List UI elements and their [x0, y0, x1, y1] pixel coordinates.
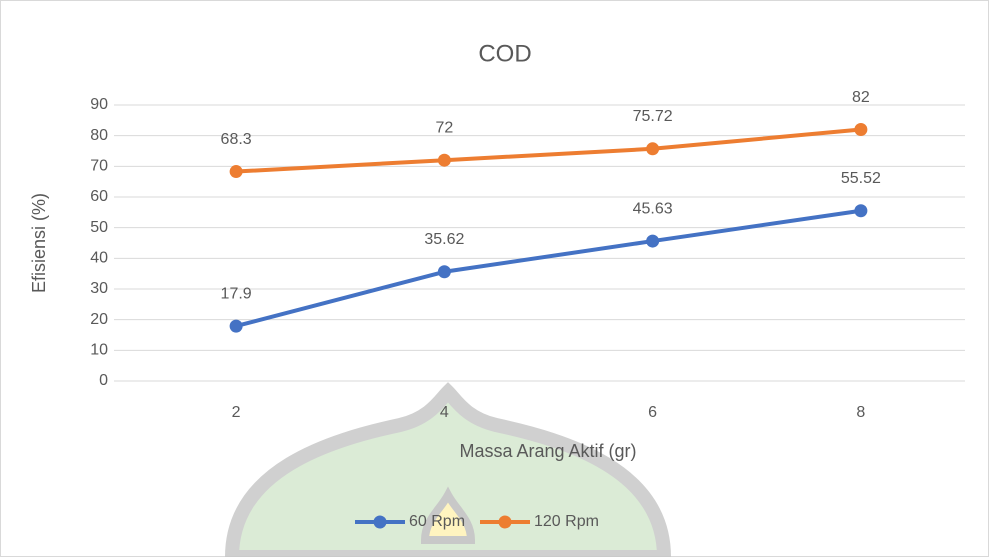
data-point — [646, 142, 659, 155]
data-label: 82 — [852, 89, 870, 106]
data-point — [230, 165, 243, 178]
data-label: 68.3 — [221, 131, 252, 148]
data-point — [230, 320, 243, 333]
x-tick-label: 2 — [232, 404, 241, 421]
data-label: 17.9 — [221, 285, 252, 302]
x-tick-label: 6 — [648, 404, 657, 421]
data-label: 75.72 — [633, 108, 673, 125]
legend-marker — [374, 516, 387, 529]
data-point — [854, 204, 867, 217]
x-tick-label: 8 — [856, 404, 865, 421]
chart: COD Efisiensi (%) Massa Arang Aktif (gr)… — [0, 0, 989, 557]
data-label: 35.62 — [424, 231, 464, 248]
y-tick-label: 60 — [90, 188, 108, 205]
data-point — [438, 265, 451, 278]
data-point — [438, 154, 451, 167]
y-tick-label: 10 — [90, 342, 108, 359]
y-tick-label: 0 — [99, 372, 108, 389]
x-axis-label: Massa Arang Aktif (gr) — [459, 441, 636, 461]
y-axis-label: Efisiensi (%) — [29, 193, 49, 293]
y-tick-label: 40 — [90, 250, 108, 267]
legend-label: 120 Rpm — [534, 513, 599, 530]
data-point — [646, 235, 659, 248]
legend-label: 60 Rpm — [409, 513, 465, 530]
data-point — [854, 123, 867, 136]
y-tick-label: 20 — [90, 311, 108, 328]
data-label: 55.52 — [841, 170, 881, 187]
y-tick-label: 30 — [90, 280, 108, 297]
y-tick-label: 50 — [90, 219, 108, 236]
y-tick-label: 90 — [90, 96, 108, 113]
legend-marker — [499, 516, 512, 529]
y-tick-label: 80 — [90, 127, 108, 144]
x-tick-label: 4 — [440, 404, 449, 421]
chart-title: COD — [478, 40, 531, 67]
data-label: 72 — [435, 119, 453, 136]
y-tick-label: 70 — [90, 158, 108, 175]
data-label: 45.63 — [633, 200, 673, 217]
